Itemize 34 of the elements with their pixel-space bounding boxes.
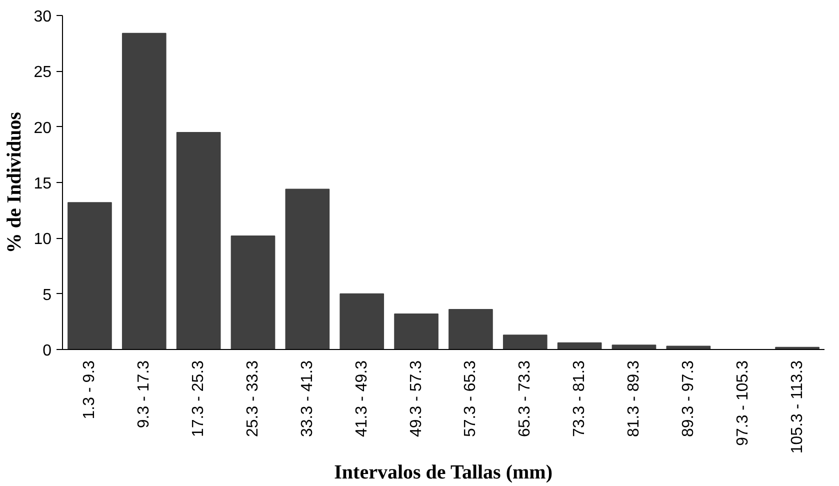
x-tick-label: 89.3 - 97.3 [680, 360, 697, 437]
x-tick-label: 41.3 - 49.3 [353, 360, 370, 437]
bar [176, 132, 221, 350]
y-tick-label: 15 [34, 176, 52, 192]
x-tick-label: 17.3 - 25.3 [190, 360, 208, 437]
x-tick-label: 81.3 - 89.3 [626, 360, 642, 437]
x-tick-label: 25.3 - 33.3 [244, 360, 262, 437]
bar [68, 202, 112, 350]
x-tick-label: 9.3 - 17.3 [136, 360, 153, 428]
bar [394, 313, 438, 350]
x-tick-label: 73.3 - 81.3 [571, 360, 588, 437]
y-tick-label: 20 [34, 120, 52, 137]
bar [340, 293, 384, 350]
bar [448, 309, 493, 350]
x-tick-label: 49.3 - 57.3 [408, 360, 425, 437]
x-axis-title: Intervalos de Tallas (mm) [334, 462, 552, 484]
y-tick-label: 5 [42, 286, 52, 304]
y-tick-label: 10 [34, 231, 52, 248]
y-tick-label: 25 [34, 64, 52, 82]
x-tick-label: 65.3 - 73.3 [516, 360, 534, 437]
x-tick-label: 33.3 - 41.3 [298, 360, 316, 437]
x-tick-label: 97.3 - 105.3 [734, 360, 752, 446]
bar [230, 236, 276, 350]
bar [502, 334, 548, 350]
x-tick-label: 105.3 - 113.3 [788, 360, 806, 454]
y-tick-label: 0 [42, 342, 52, 360]
bar [557, 342, 602, 350]
x-tick-label: 1.3 - 9.3 [81, 360, 98, 420]
y-tick-label: 30 [34, 8, 52, 26]
bar [612, 344, 656, 350]
x-tick-label: 57.3 - 65.3 [462, 360, 480, 437]
bar [122, 32, 166, 350]
y-axis-title: % de Individuos [4, 112, 26, 254]
bar [285, 188, 330, 350]
